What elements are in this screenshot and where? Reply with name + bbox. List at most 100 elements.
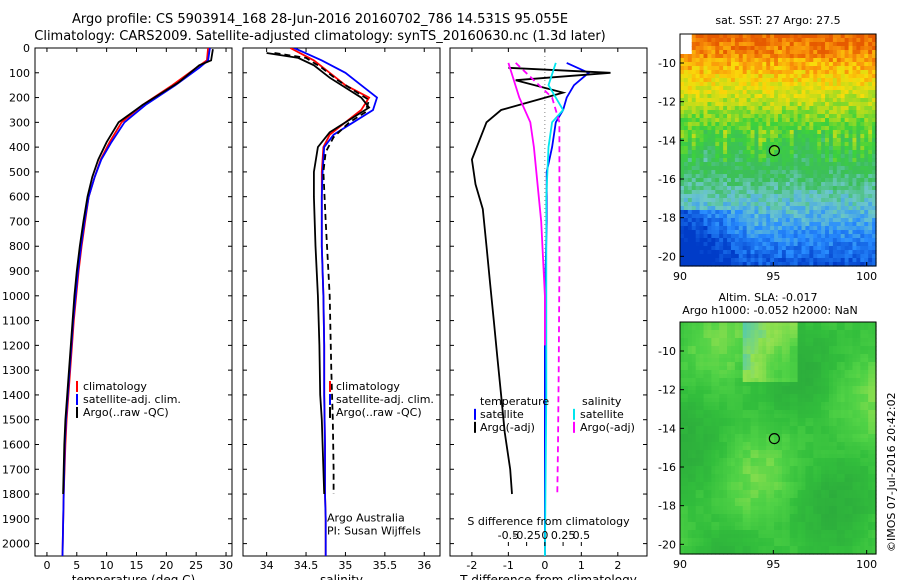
heatmap-cell (793, 70, 799, 75)
heatmap-cell (762, 322, 767, 327)
heatmap-cell (848, 194, 854, 199)
heatmap-cell (809, 394, 814, 399)
heatmap-cell (781, 202, 787, 207)
heatmap-cell (738, 234, 744, 239)
heatmap-cell (789, 234, 795, 239)
heatmap-cell (754, 450, 759, 455)
heatmap-cell (860, 350, 865, 355)
heatmap-cell (707, 154, 712, 159)
heatmap-cell (746, 154, 752, 159)
heatmap-cell (828, 170, 834, 175)
heatmap-cell (727, 110, 732, 115)
heatmap-cell (789, 158, 795, 163)
heatmap-cell (727, 466, 732, 471)
heatmap-cell (817, 354, 822, 359)
heatmap-cell (825, 258, 830, 263)
heatmap-cell (836, 354, 842, 359)
heatmap-cell (844, 62, 850, 67)
heatmap-cell (711, 142, 716, 147)
heatmap-cell (793, 134, 799, 139)
heatmap-cell (707, 338, 712, 343)
heatmap-cell (691, 374, 697, 379)
heatmap-cell (825, 458, 830, 463)
heatmap-cell (860, 142, 865, 147)
heatmap-cell (809, 226, 814, 231)
heatmap-cell (809, 78, 814, 83)
heatmap-cell (734, 186, 740, 191)
heatmap-cell (691, 78, 697, 83)
heatmap-cell (781, 350, 787, 355)
heatmap-cell (715, 122, 720, 127)
heatmap-cell (832, 90, 838, 95)
heatmap-cell (852, 370, 857, 375)
heatmap-cell (738, 138, 744, 143)
heatmap-cell (778, 234, 783, 239)
heatmap-cell (781, 74, 787, 79)
heatmap-cell (723, 214, 728, 219)
heatmap-cell (746, 54, 752, 59)
heatmap-cell (778, 210, 783, 215)
heatmap-cell (727, 254, 732, 259)
heatmap-cell (817, 86, 822, 91)
heatmap-cell (840, 78, 846, 83)
heatmap-cell (821, 206, 826, 211)
heatmap-cell (868, 202, 873, 207)
heatmap-cell (683, 370, 689, 375)
heatmap-cell (758, 230, 763, 235)
heatmap-cell (844, 454, 850, 459)
heatmap-cell (715, 38, 720, 43)
heatmap-cell (840, 346, 846, 351)
heatmap-cell (840, 398, 846, 403)
heatmap-cell (754, 74, 759, 79)
heatmap-cell (766, 126, 771, 131)
heatmap-cell (828, 106, 834, 111)
heatmap-cell (801, 358, 807, 363)
heatmap-cell (872, 114, 877, 119)
heatmap-cell (825, 150, 830, 155)
heatmap-cell (750, 226, 756, 231)
heatmap-cell (762, 174, 767, 179)
heatmap-cell (789, 394, 795, 399)
heatmap-cell (840, 342, 846, 347)
heatmap-cell (844, 326, 850, 331)
heatmap-cell (778, 38, 783, 43)
heatmap-cell (715, 322, 720, 327)
heatmap-cell (840, 150, 846, 155)
heatmap-cell (730, 322, 736, 327)
heatmap-cell (793, 186, 799, 191)
heatmap-cell (707, 174, 712, 179)
heatmap-cell (762, 430, 767, 435)
heatmap-cell (860, 238, 865, 243)
heatmap-cell (754, 434, 759, 439)
heatmap-cell (836, 230, 842, 235)
heatmap-cell (774, 114, 779, 119)
heatmap-cell (723, 194, 728, 199)
heatmap-cell (691, 206, 697, 211)
heatmap-cell (872, 450, 877, 455)
heatmap-cell (766, 426, 771, 431)
heatmap-cell (742, 426, 748, 431)
heatmap-cell (856, 166, 861, 171)
heatmap-cell (821, 362, 826, 367)
heatmap-cell (828, 454, 834, 459)
heatmap-cell (864, 394, 869, 399)
heatmap-cell (742, 174, 748, 179)
heatmap-cell (828, 366, 834, 371)
heatmap-cell (727, 166, 732, 171)
heatmap-cell (778, 114, 783, 119)
heatmap-cell (703, 342, 709, 347)
heatmap-cell (774, 230, 779, 235)
heatmap-cell (864, 234, 869, 239)
heatmap-cell (683, 94, 689, 99)
heatmap-cell (695, 58, 701, 63)
heatmap-cell (797, 338, 803, 343)
heatmap-cell (723, 186, 728, 191)
heatmap-cell (746, 402, 752, 407)
heatmap-cell (742, 186, 748, 191)
heatmap-cell (785, 114, 791, 119)
heatmap-cell (723, 110, 728, 115)
heatmap-cell (852, 402, 857, 407)
heatmap-cell (778, 358, 783, 363)
heatmap-cell (715, 166, 720, 171)
x-tick-label: 10 (100, 559, 114, 572)
